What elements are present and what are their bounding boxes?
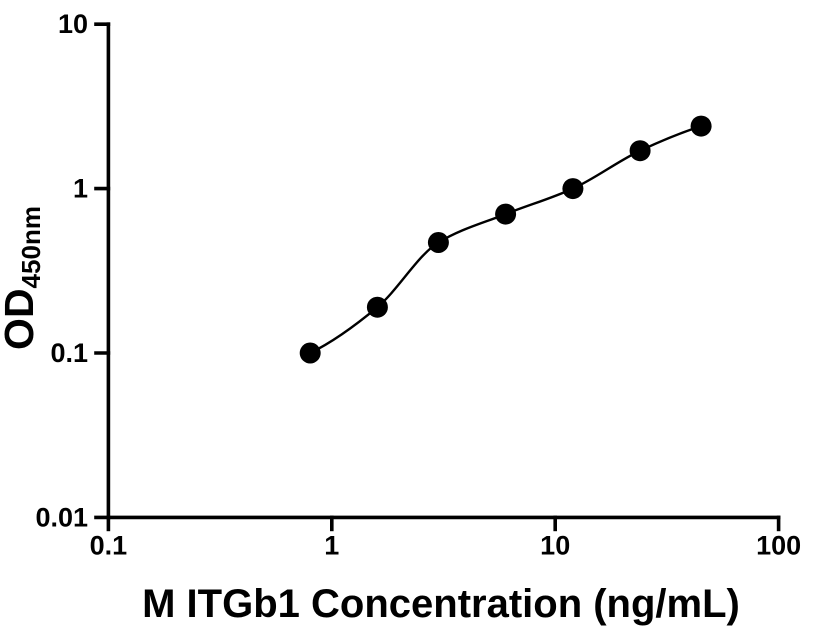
svg-text:OD450nm: OD450nm bbox=[0, 206, 46, 350]
svg-text:100: 100 bbox=[756, 530, 801, 560]
svg-text:0.1: 0.1 bbox=[50, 338, 88, 368]
svg-text:0.1: 0.1 bbox=[90, 530, 128, 560]
svg-text:10: 10 bbox=[58, 9, 88, 39]
svg-text:1: 1 bbox=[73, 174, 88, 204]
svg-text:M ITGb1 Concentration (ng/mL): M ITGb1 Concentration (ng/mL) bbox=[142, 582, 740, 626]
svg-text:1: 1 bbox=[324, 530, 339, 560]
svg-text:10: 10 bbox=[540, 530, 570, 560]
svg-text:0.01: 0.01 bbox=[35, 502, 88, 532]
